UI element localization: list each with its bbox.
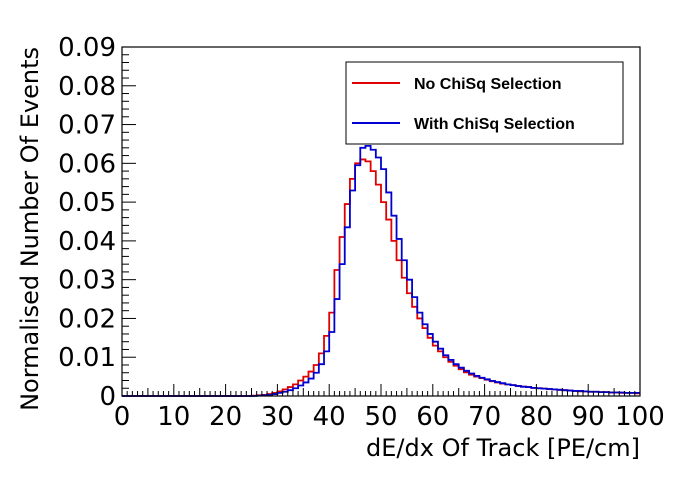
y-tick-label: 0.03 [58,266,116,296]
y-tick-label: 0.09 [58,33,116,63]
x-tick-label: 40 [313,402,346,432]
y-tick-label: 0.01 [58,343,116,373]
x-tick-label: 30 [261,402,294,432]
y-tick-label: 0.08 [58,72,116,102]
x-tick-label: 70 [468,402,501,432]
y-tick-label: 0 [99,382,116,412]
x-tick-label: 0 [114,402,131,432]
x-tick-label: 90 [572,402,605,432]
y-tick-label: 0.06 [58,149,116,179]
x-axis-title: dE/dx Of Track [PE/cm] [366,434,640,462]
legend-label-with-chisq: With ChiSq Selection [414,116,575,133]
x-tick-label: 10 [157,402,190,432]
y-tick-label: 0.02 [58,304,116,334]
y-axis-title: Normalised Number Of Events [16,47,44,411]
x-tick-label: 60 [416,402,449,432]
x-tick-label: 100 [615,402,665,432]
legend-box [345,61,624,145]
x-tick-label: 20 [209,402,242,432]
legend-label-no-chisq: No ChiSq Selection [414,76,562,93]
legend: No ChiSq Selection With ChiSq Selection [345,61,624,145]
x-tick-label: 80 [520,402,553,432]
y-tick-label: 0.04 [58,227,116,257]
y-axis: 0 0.01 0.02 0.03 0.04 0.05 0.06 0.07 0.08 0.09 [58,33,136,412]
x-tick-label: 50 [364,402,397,432]
y-tick-label: 0.05 [58,188,116,218]
y-tick-label: 0.07 [58,111,116,141]
x-axis: 0 10 20 30 40 50 60 70 80 90 100 [114,384,665,432]
